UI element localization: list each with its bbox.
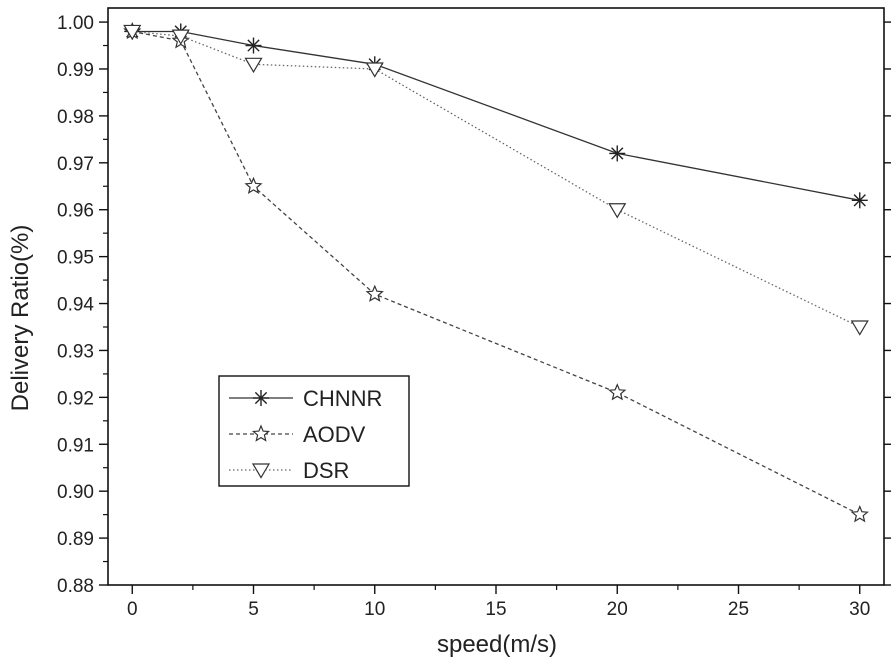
series-line-chnnr — [132, 30, 860, 201]
x-tick-label: 25 — [728, 599, 749, 620]
y-axis-label: Delivery Ratio(%) — [7, 225, 34, 412]
legend-marker — [253, 390, 269, 406]
x-tick-label: 30 — [849, 599, 870, 620]
y-tick-label: 0.90 — [57, 482, 94, 503]
x-tick-label: 5 — [248, 599, 259, 620]
x-tick-label: 20 — [607, 599, 628, 620]
legend-label: AODV — [303, 422, 366, 447]
legend-item: DSR — [229, 458, 349, 483]
data-point-dsr — [244, 57, 263, 74]
x-axis: 0 5 10 15 20 25 30 — [127, 585, 870, 620]
y-tick-label: 1.00 — [57, 13, 94, 34]
data-point-dsr — [608, 203, 627, 219]
y-tick-label: 0.93 — [57, 341, 94, 362]
data-point-aodv — [244, 176, 263, 194]
data-point-chnnr — [245, 37, 262, 54]
plot-frame — [107, 7, 885, 586]
data-point-aodv — [850, 505, 869, 523]
legend-marker — [251, 463, 271, 479]
y-tick-label: 0.91 — [57, 435, 94, 456]
series-line-aodv — [132, 30, 861, 516]
data-point-aodv — [608, 383, 627, 401]
series-line-dsr — [132, 30, 861, 328]
y-tick-label: 0.97 — [57, 154, 94, 175]
y-tick-label: 0.99 — [57, 60, 94, 81]
series-dsr — [123, 24, 869, 336]
data-point-dsr — [850, 320, 869, 336]
y-axis: 0.88 0.89 0.90 0.91 0.92 0.93 0.94 0.95 0.96 0.97… — [57, 13, 891, 597]
data-point-dsr — [171, 29, 190, 45]
data-point-dsr — [123, 24, 142, 41]
y-tick-label: 0.94 — [57, 295, 94, 316]
y-tick-label: 0.96 — [57, 201, 94, 222]
series-layer — [123, 21, 869, 523]
legend-box — [218, 375, 410, 487]
legend: CHNNR AODV DSR — [218, 375, 410, 487]
data-point-chnnr — [851, 192, 868, 209]
data-point-chnnr — [609, 145, 626, 162]
y-tick-label: 0.89 — [57, 529, 94, 550]
plot-area — [107, 7, 885, 586]
data-point-aodv — [365, 284, 384, 302]
legend-marker — [251, 424, 271, 442]
y-tick-label: 0.95 — [57, 248, 94, 269]
y-tick-label: 0.88 — [57, 576, 94, 597]
legend-item: AODV — [229, 422, 366, 447]
x-tick-label: 15 — [485, 599, 506, 620]
x-tick-label: 10 — [364, 599, 385, 620]
series-chnnr — [124, 23, 868, 209]
y-tick-label: 0.92 — [57, 388, 94, 409]
x-tick-label: 0 — [127, 599, 138, 620]
legend-label: DSR — [303, 458, 349, 483]
legend-label: CHNNR — [303, 386, 382, 411]
x-axis-label: speed(m/s) — [437, 631, 557, 658]
data-point-dsr — [365, 62, 384, 78]
legend-item: CHNNR — [229, 386, 382, 411]
y-tick-label: 0.98 — [57, 107, 94, 128]
